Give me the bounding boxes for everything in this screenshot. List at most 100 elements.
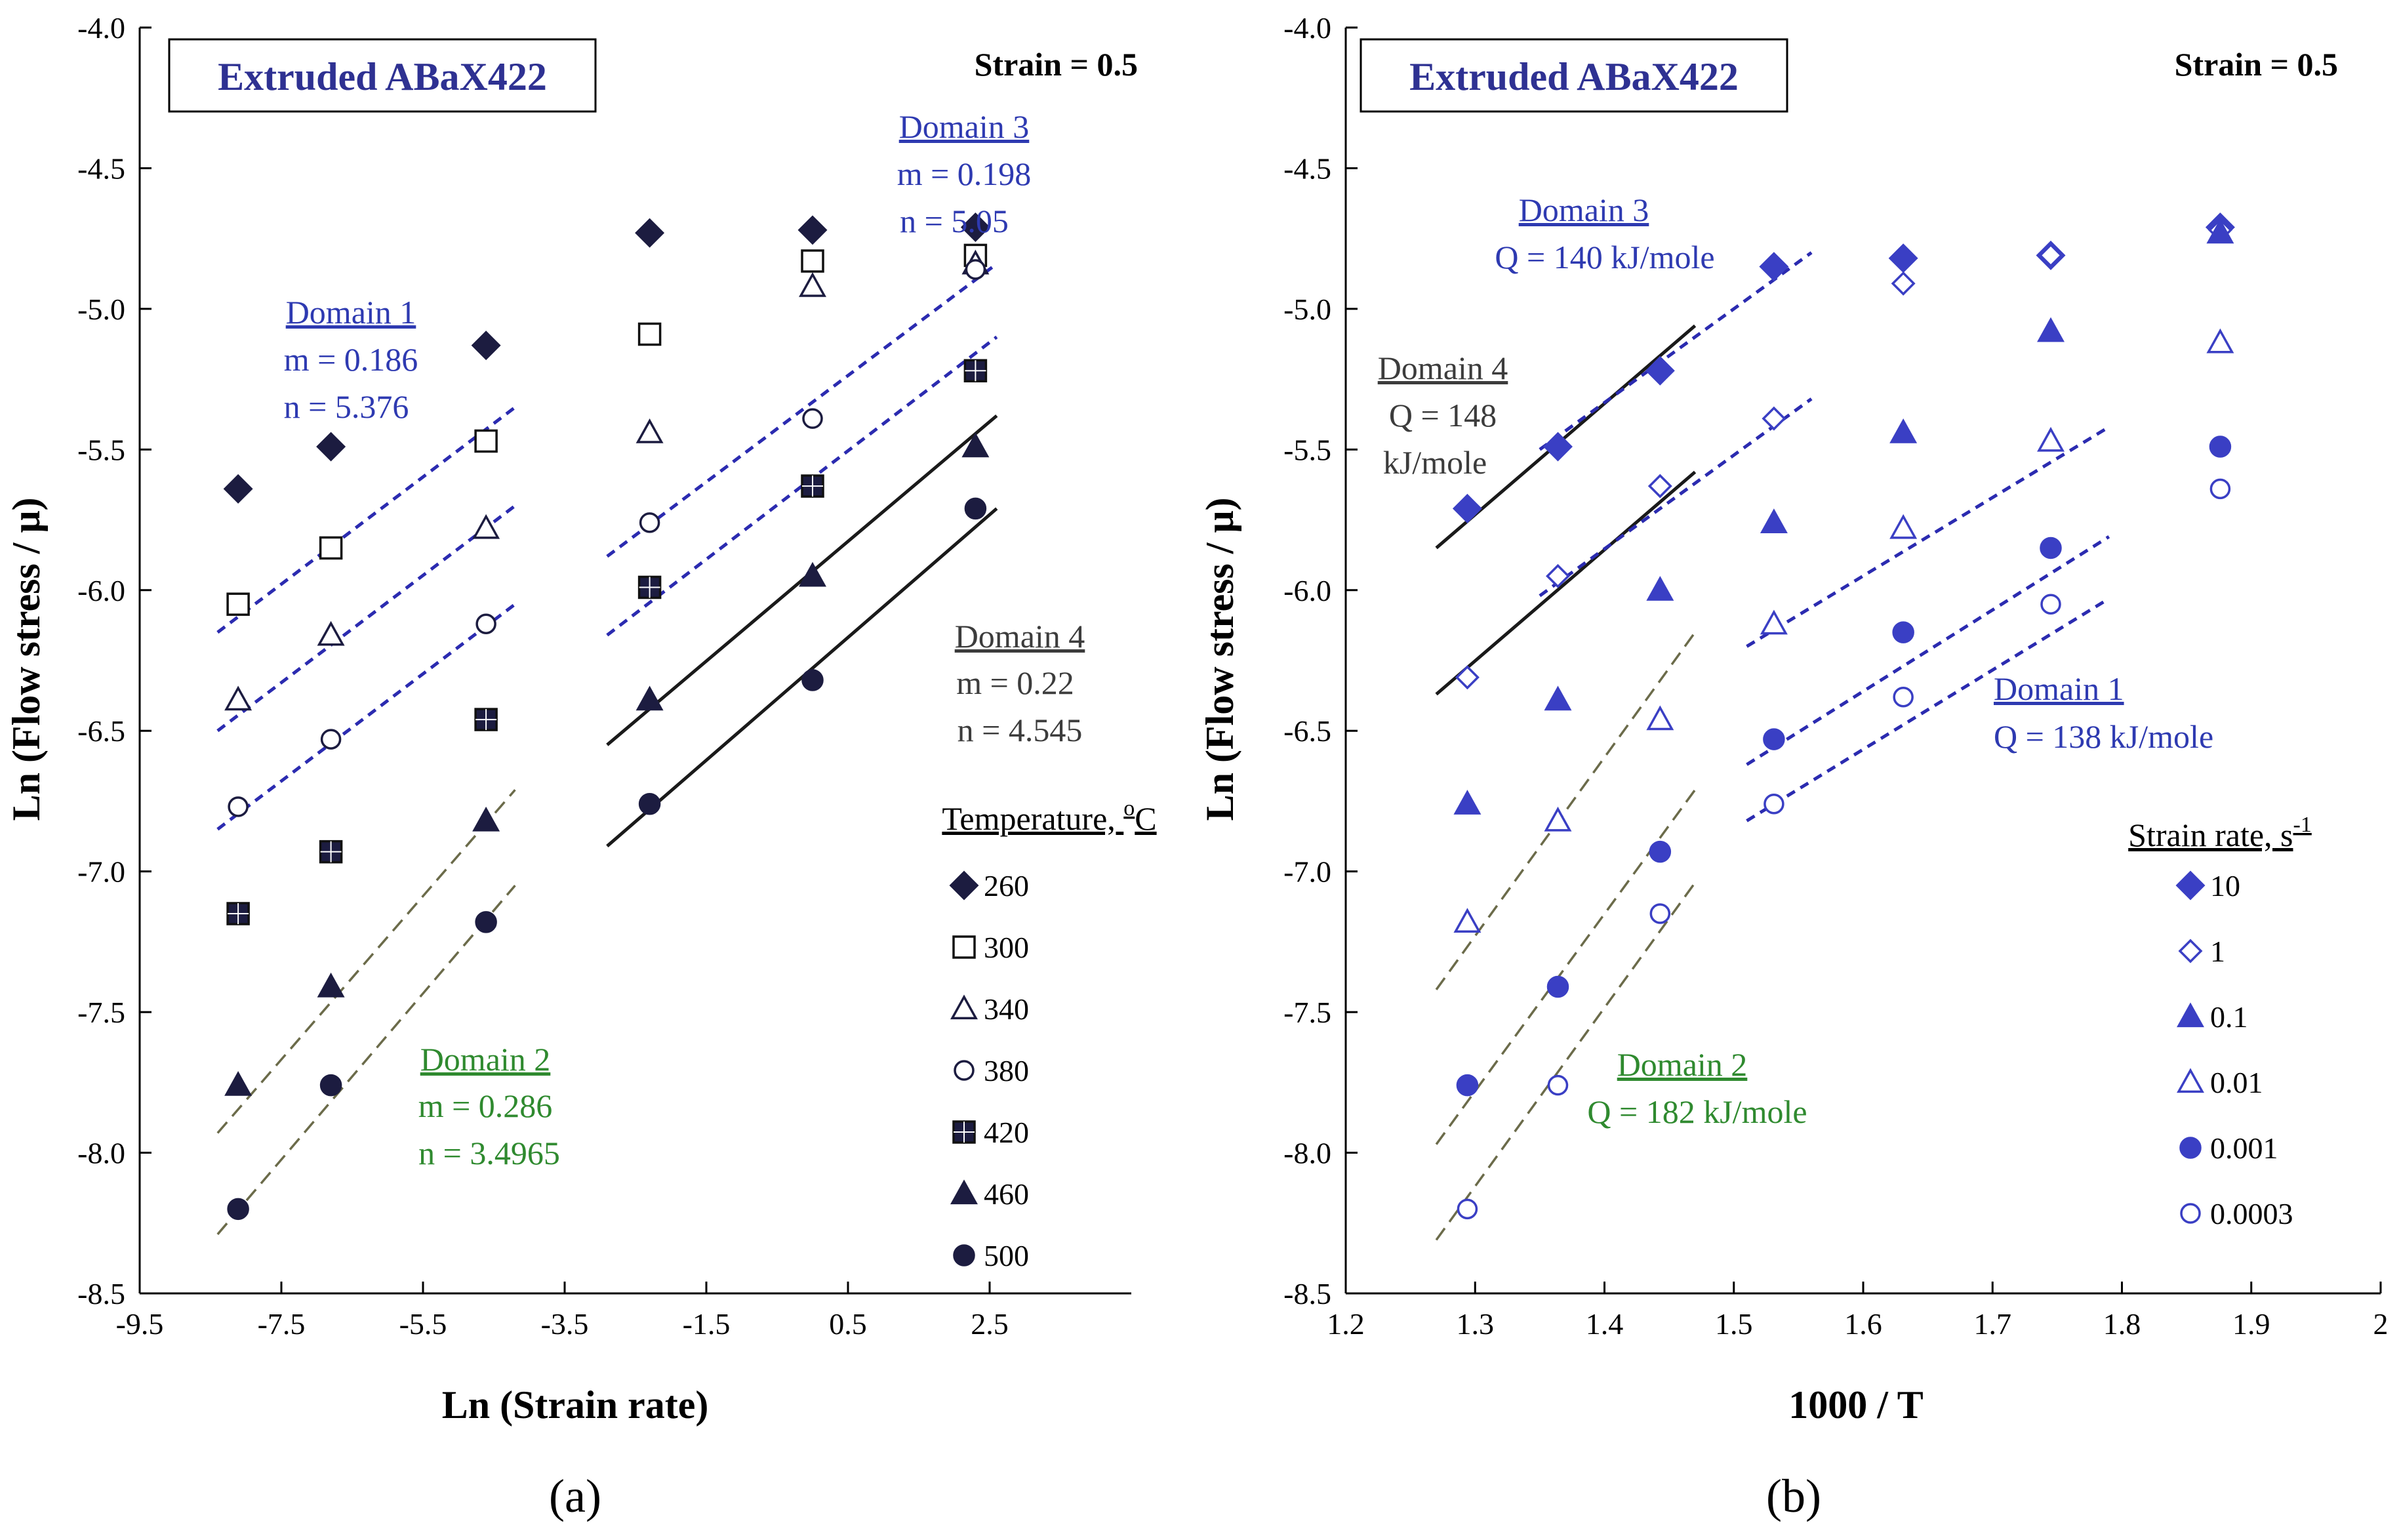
x-tick-label: -7.5 (258, 1307, 306, 1341)
domain-heading: Domain 4 (955, 618, 1085, 655)
panel-b-x-axis-label: 1000 / T (1788, 1383, 1924, 1427)
data-point-340 (472, 514, 500, 539)
data-point-420 (226, 902, 250, 925)
domain-line: m = 0.186 (284, 341, 418, 378)
y-tick-label: -6.0 (77, 574, 125, 607)
data-point-500 (801, 669, 824, 691)
domain-line: Q = 140 kJ/mole (1495, 239, 1714, 275)
panel-a-domain-2-annotation: Domain 2 m = 0.286 n = 3.4965 (418, 1041, 560, 1171)
data-point-260 (316, 432, 346, 462)
data-point-0.1 (1646, 576, 1674, 601)
legend-title-sup: -1 (2293, 813, 2312, 837)
x-tick-label: 1.7 (1974, 1307, 2012, 1341)
domain-line: n = 5.05 (900, 203, 1009, 239)
y-tick-label: -7.5 (77, 996, 125, 1029)
x-tick-label: 1.2 (1327, 1307, 1365, 1341)
domain-line: m = 0.198 (897, 155, 1032, 192)
panel-b-domain-3-annotation: Domain 3 Q = 140 kJ/mole (1495, 192, 1714, 275)
data-point-460 (317, 972, 345, 998)
panel-a-legend: Temperature, oC 260 300 340 380 420 460 500 (942, 796, 1156, 1272)
data-point-1 (1455, 665, 1480, 690)
panel-a-x-axis-label: Ln (Strain rate) (442, 1383, 709, 1427)
panel-a-axes: -4.0 -4.5 -5.0 -5.5 -6.0 -6.5 -7.0 -7.5 -8.0 -8.5… (77, 11, 1131, 1341)
panel-a-strain-label: Strain = 0.5 (975, 46, 1138, 83)
data-point-500 (227, 1198, 249, 1221)
y-tick-label: -7.5 (1283, 996, 1331, 1029)
x-tick-label: 2 (2373, 1307, 2389, 1341)
data-point-0.01 (1760, 609, 1788, 635)
data-point-0.01 (2037, 426, 2065, 452)
legend-title-sup: o (1123, 796, 1135, 821)
domain-line: Q = 148 (1389, 397, 1497, 434)
legend-label-0.001: 0.001 (2210, 1131, 2278, 1165)
y-tick-label: -8.0 (1283, 1137, 1331, 1170)
data-point-0.0003 (1764, 793, 1784, 815)
domain-line: Q = 138 kJ/mole (1994, 718, 2213, 755)
legend-label-1: 1 (2210, 935, 2225, 968)
data-point-500 (475, 911, 497, 933)
domain-line: n = 4.545 (958, 712, 1083, 748)
data-point-10 (1888, 243, 1918, 274)
panel-b-domain-4-annotation: Domain 4 Q = 148 kJ/mole (1378, 350, 1508, 481)
fit-line-blue-dash (1746, 535, 2110, 766)
legend-title-text: Temperature, (942, 800, 1123, 837)
y-tick-label: -7.0 (1283, 855, 1331, 889)
x-tick-label: 2.5 (971, 1307, 1009, 1341)
panel-a-legend-title: Temperature, oC (942, 796, 1156, 837)
y-tick-label: -6.5 (1283, 714, 1331, 748)
data-point-460 (472, 806, 500, 832)
fit-line-blue-dash (1539, 397, 1813, 598)
data-point-380 (639, 512, 660, 533)
data-point-0.0003 (2209, 478, 2231, 500)
legend-label-10: 10 (2210, 869, 2240, 902)
legend-marker-1 (2178, 939, 2203, 963)
x-tick-label: 1.8 (2103, 1307, 2141, 1341)
legend-marker-260 (949, 870, 979, 901)
legend-marker-0.1 (2177, 1002, 2204, 1028)
legend-marker-460 (950, 1179, 978, 1205)
legend-label-0.0003: 0.0003 (2210, 1197, 2293, 1230)
panel-b-legend-items: 10 1 0.1 0.01 0.001 0.0003 (2175, 869, 2293, 1230)
domain-heading: Domain 3 (899, 108, 1030, 145)
domain-line: n = 5.376 (284, 388, 409, 425)
data-point-500 (964, 497, 987, 520)
panel-a-domain-4-annotation: Domain 4 m = 0.22 n = 4.545 (955, 618, 1085, 748)
domain-line: m = 0.22 (956, 664, 1074, 701)
data-point-460 (961, 432, 990, 458)
legend-label-0.01: 0.01 (2210, 1066, 2263, 1099)
data-point-260 (471, 331, 501, 361)
panel-b-y-axis-label: Ln (Flow stress / μ) (1198, 498, 1241, 821)
data-point-420 (963, 359, 988, 382)
x-tick-label: 1.5 (1715, 1307, 1753, 1341)
data-point-340 (635, 418, 664, 443)
legend-marker-300 (952, 935, 976, 959)
legend-title-unit: C (1135, 800, 1156, 837)
data-point-0.01 (1889, 514, 1918, 539)
data-point-0.001 (2040, 537, 2062, 559)
fit-line-blue-dash (1746, 425, 2110, 648)
data-point-0.1 (2206, 218, 2234, 244)
data-point-300 (637, 322, 662, 346)
y-tick-label: -7.0 (77, 855, 125, 889)
data-point-340 (224, 685, 252, 711)
legend-label-500: 500 (984, 1239, 1029, 1272)
legend-label-380: 380 (984, 1054, 1029, 1087)
y-tick-label: -4.0 (1283, 11, 1331, 45)
domain-heading: Domain 4 (1378, 350, 1508, 386)
data-point-10 (1543, 432, 1573, 462)
data-point-1 (1546, 563, 1570, 588)
fit-line-blue-dash (606, 262, 998, 558)
legend-label-340: 340 (984, 992, 1029, 1026)
data-point-260 (223, 474, 253, 504)
legend-marker-10 (2175, 870, 2206, 901)
data-point-300 (801, 249, 824, 273)
x-tick-label: -9.5 (116, 1307, 164, 1341)
data-point-0.0003 (1547, 1074, 1569, 1096)
data-point-460 (224, 1071, 252, 1096)
legend-marker-500 (953, 1244, 975, 1266)
data-point-0.001 (1649, 840, 1672, 863)
data-point-1 (1762, 406, 1786, 431)
data-point-420 (801, 474, 824, 498)
data-point-0.1 (1760, 508, 1788, 533)
